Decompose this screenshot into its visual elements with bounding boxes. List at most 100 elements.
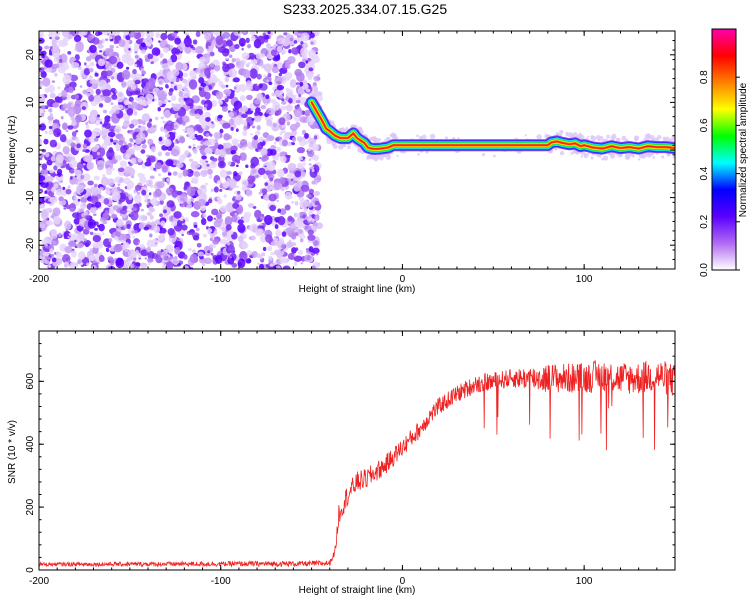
noise-speckle (264, 182, 269, 186)
noise-speckle (60, 116, 64, 120)
noise-speckle (120, 233, 127, 239)
noise-speckle (315, 253, 319, 256)
noise-speckle (288, 180, 295, 186)
ridge-halo-speckle (657, 135, 662, 140)
noise-speckle (81, 212, 86, 218)
noise-speckle (278, 117, 286, 125)
noise-speckle (222, 231, 228, 237)
noise-speckle (144, 198, 148, 203)
noise-speckle (219, 128, 224, 134)
noise-speckle (39, 157, 43, 161)
noise-speckle (297, 32, 301, 37)
noise-speckle (141, 43, 146, 47)
noise-speckle (225, 202, 235, 213)
noise-speckle (307, 137, 317, 145)
noise-speckle (188, 158, 194, 162)
noise-speckle (212, 238, 220, 245)
ridge-halo-speckle (580, 155, 584, 158)
noise-speckle (304, 140, 309, 145)
noise-speckle (130, 157, 137, 165)
noise-speckle (71, 131, 77, 137)
noise-speckle (227, 230, 234, 236)
noise-speckle (179, 218, 184, 222)
noise-speckle (144, 161, 152, 167)
ridge-halo-speckle (559, 130, 564, 135)
noise-speckle (258, 112, 263, 116)
noise-speckle (135, 262, 141, 267)
noise-speckle (41, 55, 45, 59)
noise-speckle (113, 153, 117, 157)
noise-speckle (97, 224, 101, 228)
noise-speckle (284, 61, 290, 68)
noise-speckle (176, 162, 184, 169)
noise-speckle (283, 260, 289, 264)
noise-speckle (286, 88, 294, 98)
ridge-halo-speckle (625, 155, 630, 160)
noise-speckle (49, 210, 52, 213)
noise-speckle (102, 123, 106, 128)
noise-speckle (89, 61, 95, 67)
noise-speckle (105, 167, 113, 176)
noise-speckle (174, 48, 181, 55)
noise-speckle (75, 114, 83, 123)
noise-speckle (105, 189, 111, 195)
noise-speckle (269, 261, 273, 265)
noise-speckle (258, 136, 264, 143)
noise-speckle (165, 120, 175, 132)
noise-speckle (48, 120, 53, 124)
noise-speckle (87, 34, 93, 42)
noise-speckle (141, 113, 151, 122)
noise-speckle (52, 207, 61, 217)
noise-speckle (133, 257, 137, 261)
noise-speckle (129, 263, 135, 269)
noise-speckle (190, 160, 199, 170)
noise-speckle (64, 220, 72, 230)
noise-speckle (44, 152, 50, 158)
noise-speckle (187, 60, 190, 64)
noise-speckle (171, 190, 179, 198)
noise-speckle (234, 115, 243, 126)
noise-speckle (298, 249, 303, 255)
noise-speckle (186, 186, 196, 197)
noise-speckle (122, 205, 128, 211)
noise-speckle (213, 131, 221, 140)
noise-speckle (81, 173, 91, 182)
ridge-halo-speckle (482, 153, 486, 157)
noise-speckle (314, 200, 320, 206)
noise-speckle (75, 170, 79, 174)
noise-speckle (88, 254, 94, 262)
noise-speckle (106, 78, 111, 83)
noise-speckle (107, 131, 116, 138)
noise-speckle (103, 96, 112, 103)
noise-speckle (44, 59, 53, 68)
noise-speckle (98, 103, 104, 108)
figure-title: S233.2025.334.07.15.G25 (283, 1, 447, 17)
noise-speckle (220, 183, 223, 186)
noise-speckle (245, 164, 249, 168)
noise-speckle (257, 142, 264, 150)
noise-speckle (277, 215, 286, 226)
noise-speckle (300, 205, 304, 209)
noise-speckle (302, 235, 306, 239)
noise-speckle (211, 208, 219, 216)
noise-speckle (62, 36, 70, 42)
noise-speckle (157, 99, 163, 107)
y-tick-label: 20 (25, 49, 36, 61)
noise-speckle (83, 238, 88, 242)
noise-speckle (48, 31, 55, 35)
noise-speckle (316, 211, 321, 215)
noise-speckle (223, 193, 227, 198)
noise-speckle (174, 246, 181, 255)
noise-speckle (98, 118, 103, 122)
ridge-halo-speckle (597, 138, 601, 142)
colorbar-gradient (712, 29, 736, 270)
noise-speckle (62, 103, 68, 110)
spectrogram-x-ticks: -200 -100 0 100 (29, 31, 676, 285)
noise-speckle (184, 181, 190, 187)
ridge-halo-speckle (668, 138, 673, 143)
noise-speckle (209, 51, 215, 57)
noise-speckle (262, 246, 267, 252)
noise-speckle (62, 146, 70, 155)
noise-speckle (49, 92, 56, 99)
noise-speckle (287, 215, 293, 222)
